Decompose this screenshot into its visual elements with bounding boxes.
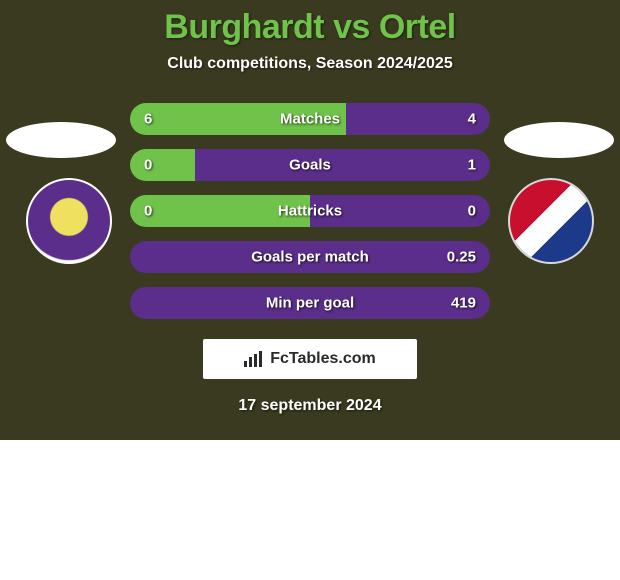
- stat-bar: Goals per match 0.25: [130, 241, 490, 273]
- club-logo-right-graphic: [510, 180, 592, 262]
- stat-bar: Matches 6 4: [130, 103, 490, 135]
- stat-value-right: 419: [451, 295, 476, 312]
- stat-bar-left-fill: [130, 149, 195, 181]
- comparison-card: Burghardt vs Ortel Club competitions, Se…: [0, 0, 620, 580]
- stat-label: Matches: [280, 111, 340, 128]
- club-logo-right: [508, 178, 594, 264]
- stat-value-right: 0: [468, 203, 476, 220]
- stat-value-left: 6: [144, 111, 152, 128]
- club-logo-left: [26, 178, 112, 264]
- stat-label: Min per goal: [266, 295, 354, 312]
- stat-bar: Min per goal 419: [130, 287, 490, 319]
- date-text: 17 september 2024: [238, 397, 381, 415]
- player-ellipse-left: [6, 122, 116, 158]
- subtitle: Club competitions, Season 2024/2025: [167, 55, 452, 73]
- stat-value-left: 0: [144, 157, 152, 174]
- stat-bar: Hattricks 0 0: [130, 195, 490, 227]
- stat-bar-right-fill: [195, 149, 490, 181]
- content-area: Burghardt vs Ortel Club competitions, Se…: [0, 0, 620, 440]
- stat-label: Goals: [289, 157, 331, 174]
- player-ellipse-right: [504, 122, 614, 158]
- stat-value-left: 0: [144, 203, 152, 220]
- fctables-badge[interactable]: FcTables.com: [203, 339, 417, 379]
- page-title: Burghardt vs Ortel: [164, 8, 455, 47]
- stat-value-right: 1: [468, 157, 476, 174]
- stat-value-right: 0.25: [447, 249, 476, 266]
- stat-label: Goals per match: [251, 249, 369, 266]
- fctables-text: FcTables.com: [270, 350, 376, 368]
- stat-label: Hattricks: [278, 203, 342, 220]
- stat-bar: Goals 0 1: [130, 149, 490, 181]
- bar-chart-icon: [244, 351, 264, 367]
- stat-value-right: 4: [468, 111, 476, 128]
